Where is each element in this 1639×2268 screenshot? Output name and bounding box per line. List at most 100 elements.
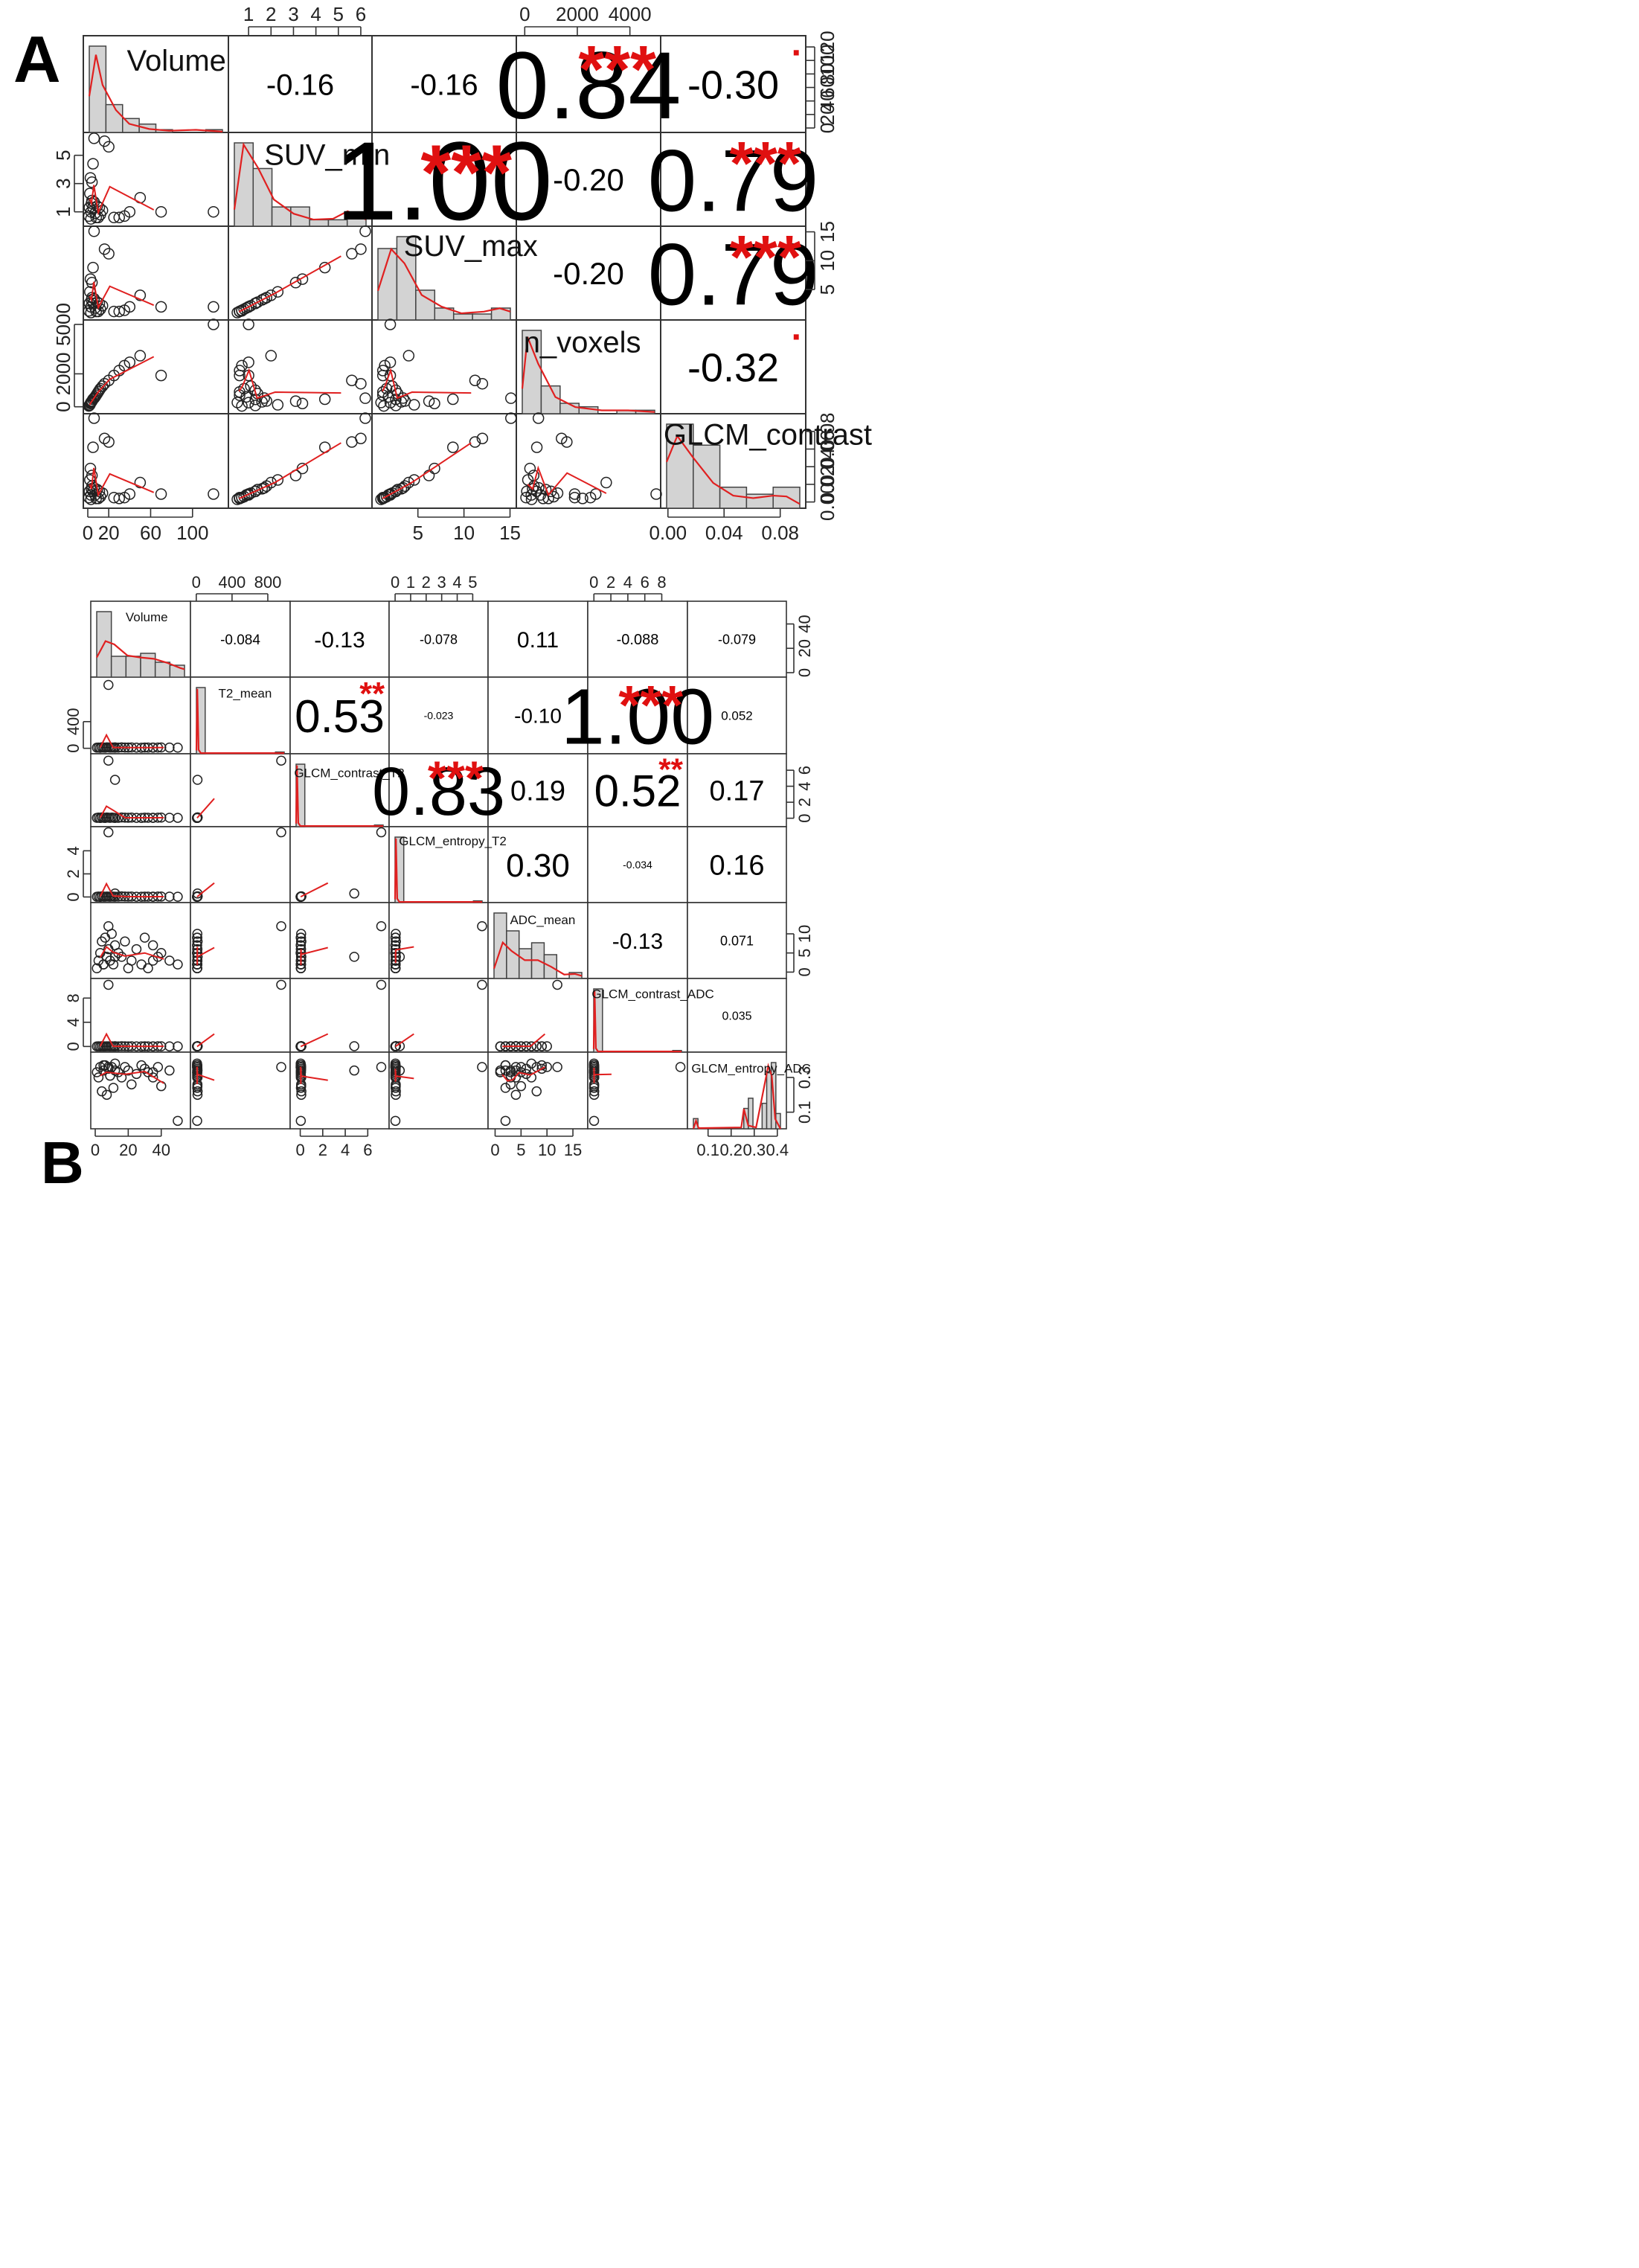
tick-label: 0.04	[816, 448, 838, 486]
tick-label: 60	[140, 522, 161, 544]
scatter-point	[379, 359, 391, 372]
scatter-point	[402, 476, 415, 489]
significance-stars: ***	[730, 129, 802, 198]
matrix-cell	[371, 35, 517, 133]
scatter-point	[359, 412, 371, 424]
smooth-line	[89, 185, 155, 216]
scatter-point	[192, 1086, 203, 1097]
matrix-cell	[90, 676, 191, 755]
tick-label: 20	[816, 103, 838, 125]
matrix-cell	[687, 600, 787, 678]
scatter-point	[505, 1067, 516, 1077]
smooth-line	[196, 1033, 215, 1048]
tick-label: 5000	[52, 303, 74, 346]
matrix-cell	[90, 978, 191, 1053]
tick-label: 0	[83, 522, 93, 544]
scatter-point	[208, 205, 219, 218]
scatter-point	[272, 286, 284, 298]
scatter-point	[103, 755, 114, 766]
smooth-line	[300, 1066, 328, 1084]
density-curve	[233, 142, 367, 221]
scatter-point	[346, 374, 358, 387]
tick-label: 2	[422, 573, 431, 592]
smooth-line	[196, 1066, 215, 1084]
scatter-point	[675, 1062, 686, 1072]
scatter-point	[536, 1060, 547, 1071]
scatter-point	[98, 891, 109, 902]
smooth-line	[196, 946, 215, 966]
tick-label: 15	[564, 1141, 582, 1159]
density-curve	[376, 247, 511, 315]
significance-stars: **	[359, 676, 385, 712]
tick-label: 0.3	[795, 1066, 814, 1089]
tick-label: 100	[176, 522, 208, 544]
scatter-point	[236, 491, 248, 504]
histogram-bar	[522, 330, 542, 414]
tick-label: 800	[254, 573, 282, 592]
correlation-value: -0.084	[220, 632, 260, 648]
tick-label: 4000	[609, 3, 652, 25]
scatter-point	[505, 392, 517, 404]
tick-label: 1	[406, 573, 415, 592]
scatter-point	[526, 1072, 537, 1083]
scatter-point	[87, 261, 99, 274]
smooth-line	[382, 367, 472, 400]
histogram-bar	[309, 219, 330, 227]
density-curve	[692, 1063, 781, 1130]
scatter-point	[276, 979, 286, 990]
scatter-point	[192, 932, 202, 943]
tick-label: 2	[318, 1141, 327, 1159]
scatter-point	[391, 929, 401, 939]
matrix-cell	[660, 132, 806, 227]
tick-label: 2	[795, 798, 814, 807]
tick-label: 10	[538, 1141, 556, 1159]
tick-label: 0	[795, 967, 814, 976]
scatter-point	[126, 1079, 137, 1090]
scatter-point	[272, 399, 284, 411]
histogram-bar	[666, 423, 694, 509]
scatter-point	[500, 1065, 511, 1076]
matrix-cell	[190, 1051, 291, 1130]
histogram-bar	[766, 1071, 772, 1130]
scatter-point	[243, 488, 254, 500]
scatter-point	[116, 952, 127, 962]
matrix-cell	[388, 1051, 489, 1130]
correlation-value: 0.19	[510, 776, 565, 807]
scatter-point	[86, 277, 98, 289]
scatter-point	[510, 1089, 522, 1101]
histogram-bar	[154, 662, 171, 678]
tick-label: 2000	[556, 3, 599, 25]
scatter-point	[346, 248, 358, 260]
tick-label: 3	[288, 3, 298, 25]
scatter-point	[139, 932, 150, 943]
tick-label: 0.08	[816, 412, 838, 450]
scatter-point	[192, 891, 202, 902]
matrix-cell	[190, 600, 291, 678]
scatter-point	[516, 1062, 527, 1072]
scatter-point	[295, 932, 307, 943]
variable-name: Volume	[126, 610, 168, 624]
correlation-value: -0.20	[553, 162, 624, 197]
scatter-point	[376, 920, 387, 932]
correlation-value: 0.035	[722, 1010, 751, 1022]
tick-label: 120	[816, 31, 838, 63]
panel-label-b: B	[41, 1130, 84, 1196]
smooth-line	[99, 882, 164, 898]
tick-label: 0	[64, 744, 83, 753]
smooth-line	[99, 945, 164, 960]
scatter-point	[164, 742, 175, 753]
scatter-point	[192, 929, 202, 939]
scatter-point	[376, 827, 387, 838]
tick-label: 0	[589, 573, 598, 592]
tick-label: 0	[91, 1141, 100, 1159]
tick-label: 8	[64, 993, 83, 1002]
scatter-point	[139, 1063, 150, 1074]
smooth-line	[593, 1067, 612, 1083]
scatter-point	[265, 350, 278, 362]
matrix-cell	[587, 600, 688, 678]
scatter-point	[542, 1062, 552, 1072]
tick-label: 0.08	[761, 522, 799, 544]
scatter-point	[98, 959, 109, 970]
significance-stars: .	[791, 308, 801, 348]
scatter-point	[208, 318, 219, 330]
